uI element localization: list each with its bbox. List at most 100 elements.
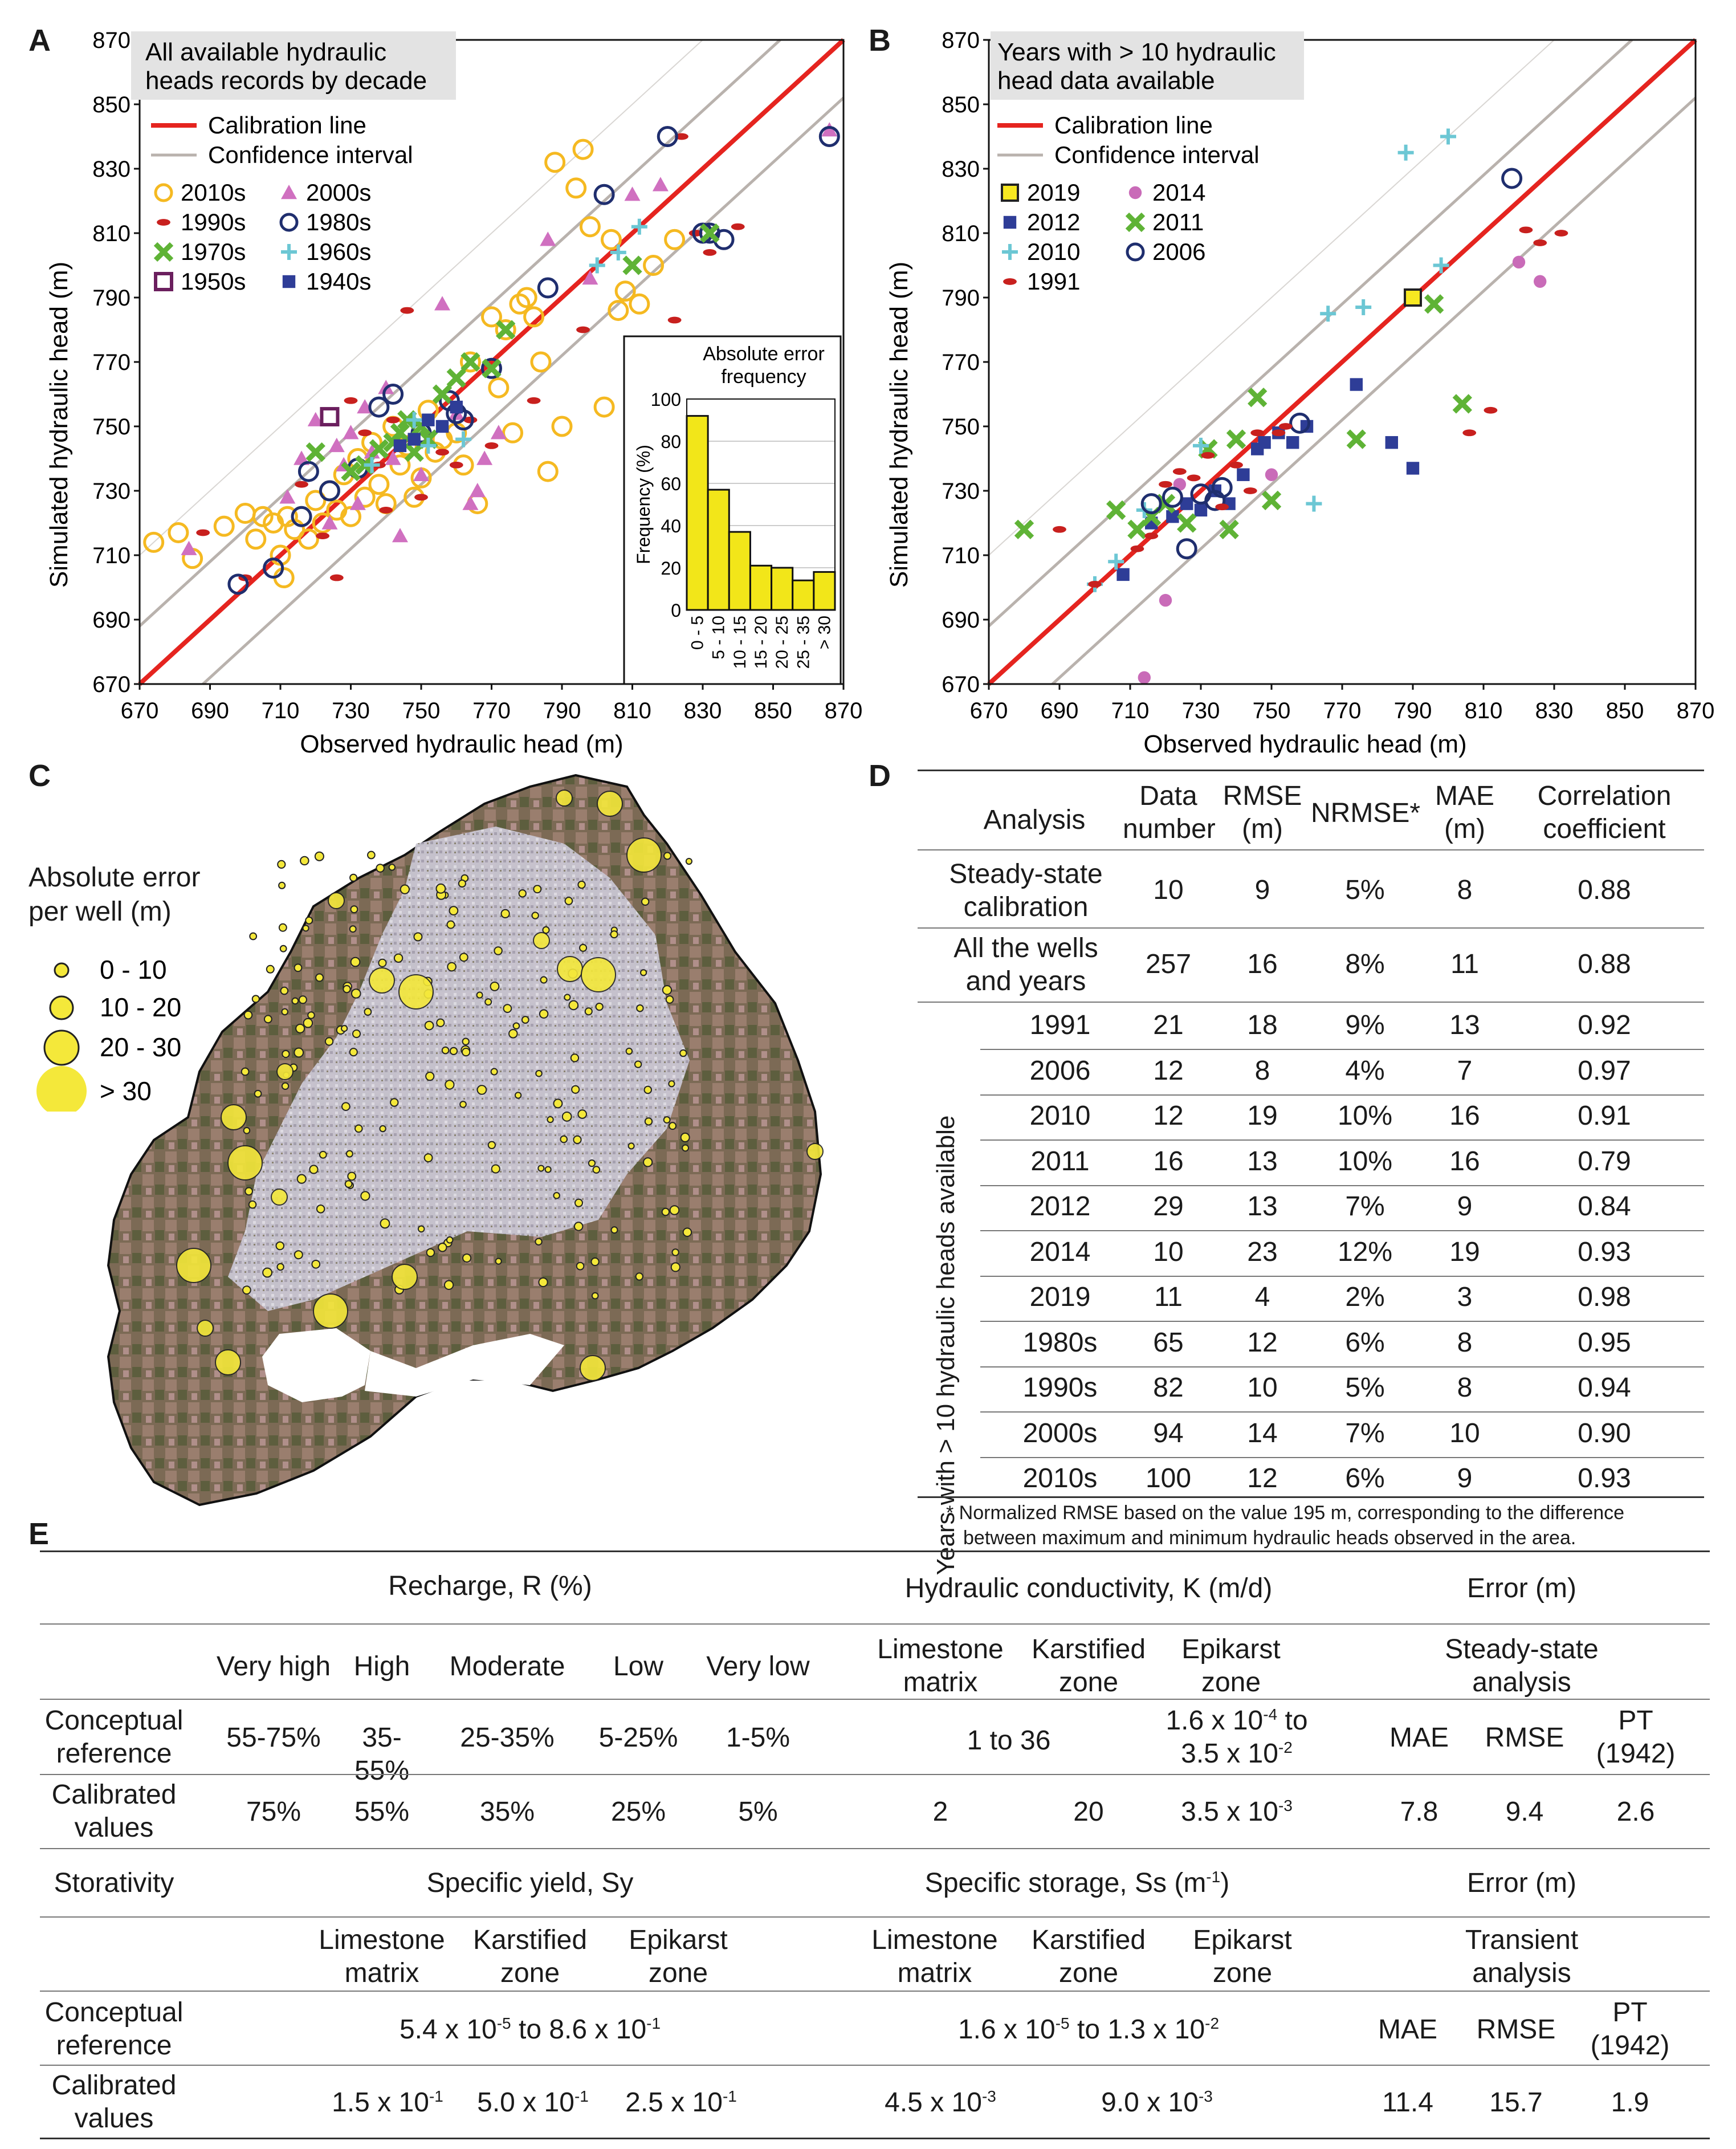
well-marker-large (197, 1320, 214, 1337)
well-marker-large (271, 1189, 288, 1206)
legend-label-1960s: 1960s (306, 238, 371, 265)
data-point-2011-stroke (1424, 294, 1444, 314)
well-marker-large (581, 957, 616, 992)
concept-mae: MAE (1389, 1723, 1449, 1753)
calib-mae: 7.8 (1400, 1797, 1438, 1827)
well-marker (307, 1011, 315, 1019)
data-point-2000s (279, 489, 296, 504)
well-marker (591, 1292, 599, 1300)
calib-ss-karstified: 9.0 x 10-3 (1101, 2087, 1213, 2118)
data-point-1970s (461, 352, 480, 372)
well-marker (438, 1243, 447, 1252)
data-point-2010s (629, 293, 650, 315)
well-marker (573, 1135, 582, 1145)
well-marker (425, 1072, 435, 1081)
table-cell: 0.88 (1578, 875, 1631, 905)
well-marker-large (369, 967, 395, 994)
data-point-1980s (227, 573, 249, 595)
data-point-1970s (700, 223, 720, 243)
data-point-1950s (320, 407, 340, 427)
well-marker (641, 897, 650, 906)
data-point-1980s (319, 480, 340, 502)
table-cell: 9 (1457, 1463, 1473, 1493)
legend-marker-1950s (154, 272, 173, 291)
calib-limestone-k: 2 (932, 1797, 948, 1827)
well-marker (494, 946, 503, 955)
header-low: Low (613, 1651, 664, 1682)
col-header-correlation: Correlation coefficient (1537, 781, 1672, 844)
header-specific-storage: Specific storage, Ss (m-1) (924, 1868, 1230, 1898)
data-point-2011 (1177, 513, 1197, 533)
table-cell: 18 (1247, 1010, 1278, 1040)
well-marker (610, 930, 618, 939)
inset-x-tick-label: 25 - 35 (794, 616, 813, 669)
table-rule (918, 1002, 1704, 1003)
legend-confidence-label: Confidence interval (1054, 141, 1260, 168)
x-tick-label: 730 (332, 698, 370, 723)
calib-sy-karstified: 5.0 x 10-1 (477, 2087, 589, 2118)
row-label-year: 2011 (1030, 1146, 1090, 1177)
table-rule (980, 1049, 1704, 1050)
header-storativity: Storativity (54, 1868, 174, 1898)
inset-title-line1: Absolute error (703, 343, 825, 365)
data-point-2000s (434, 296, 451, 311)
legend-label-2010s: 2010s (181, 179, 246, 206)
legend-marker-1970s (153, 242, 174, 262)
table-cell: 11 (1450, 949, 1479, 979)
inset-y-tick-label: 100 (651, 389, 681, 410)
table-cell: 0.91 (1578, 1101, 1631, 1131)
data-point-2006 (1289, 412, 1311, 434)
y-tick-label: 670 (92, 672, 131, 697)
data-point-2010s (143, 531, 165, 553)
confidence-line-upper (988, 39, 1633, 628)
data-point-2010s (523, 306, 545, 328)
legend-marker-1980s (279, 213, 299, 232)
data-point-1970s-stroke (390, 423, 410, 443)
inset-bar (813, 571, 836, 611)
data-point-2000s (413, 466, 429, 481)
data-point-2012 (1385, 436, 1398, 449)
inset-x-tick-label: > 30 (815, 616, 834, 649)
well-marker (635, 1272, 643, 1281)
data-point-1991 (1519, 226, 1533, 234)
data-point-1940s (407, 433, 421, 446)
data-point-2010s (551, 416, 573, 437)
data-point-1990s (449, 461, 463, 469)
data-point-1970s-stroke (446, 368, 466, 388)
data-point-1990s (295, 481, 308, 488)
well-marker (577, 1109, 587, 1119)
well-marker (685, 857, 692, 865)
data-point-2006 (1176, 538, 1197, 560)
well-marker (295, 1023, 305, 1033)
x-tick-label: 750 (1253, 698, 1291, 723)
data-point-2010s (305, 490, 327, 511)
well-marker (682, 1227, 692, 1237)
well-marker-large (580, 1355, 606, 1381)
header-transient-analysis: Transient analysis (1465, 1925, 1579, 1988)
data-point-1991 (1144, 532, 1159, 539)
row-label-year: 1980s (1022, 1327, 1098, 1358)
col-header-nrmse: NRMSE* (1311, 798, 1421, 828)
table-footnote: * Normalized RMSE based on the value 195… (946, 1502, 1625, 1549)
data-point-2010s (368, 474, 390, 495)
table-cell: 29 (1153, 1191, 1184, 1222)
y-tick-label: 750 (942, 414, 980, 439)
data-point-1990s (196, 529, 210, 536)
inset-y-tick-label: 20 (661, 558, 681, 579)
data-point-1970s (341, 461, 361, 482)
well-marker-large (556, 789, 573, 807)
calib-ss-limestone: 4.5 x 10-3 (885, 2087, 996, 2118)
data-point-1990s (527, 397, 541, 404)
table-cell: 13 (1247, 1191, 1278, 1222)
data-point-1980s (657, 126, 678, 147)
well-marker (302, 925, 309, 932)
data-point-1990s (667, 316, 682, 324)
well-marker-large (533, 932, 550, 949)
well-marker (476, 1085, 487, 1095)
table-cell: 5% (1345, 875, 1385, 905)
data-point-2000s (490, 425, 507, 439)
data-point-2010s (593, 396, 615, 418)
table-cell: 0.84 (1578, 1191, 1631, 1222)
table-cell: 16 (1449, 1101, 1480, 1131)
table-rule (980, 1456, 1704, 1458)
